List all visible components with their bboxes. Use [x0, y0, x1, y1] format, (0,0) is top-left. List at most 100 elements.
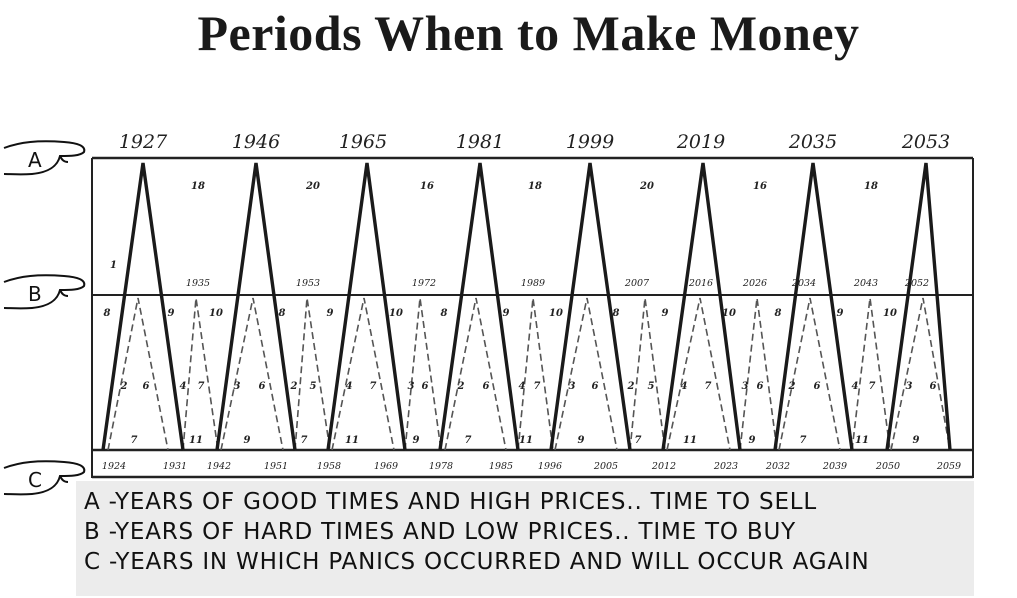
b-mid-numbers: 2 6 4 7 3 6 2 5 4 7 3 6 2 6 4 7 3 6 2 5 …: [120, 381, 937, 392]
b-year: 1935: [186, 278, 210, 289]
b-interval: 10: [549, 308, 563, 319]
b-sub-interval: 6: [757, 381, 764, 392]
b-sub-interval: 3: [234, 381, 241, 392]
svg-text:C: C: [28, 468, 42, 492]
peak-year: 2053: [901, 131, 950, 153]
c-year: 1985: [489, 461, 513, 472]
b-sub-interval: 3: [569, 381, 576, 392]
c-interval: 7: [635, 435, 642, 446]
b-sub-interval: 6: [930, 381, 937, 392]
b-sub-interval: 3: [742, 381, 749, 392]
c-year: 1996: [538, 461, 562, 472]
interval-label: 18: [528, 181, 542, 192]
b-interval: 9: [327, 308, 334, 319]
c-year: 1958: [317, 461, 341, 472]
peak-year: 1981: [456, 131, 504, 153]
peak-year: 1999: [566, 131, 614, 153]
c-year-labels: 1924 1931 1942 1951 1958 1969 1978 1985 …: [102, 461, 961, 472]
c-year: 2012: [651, 461, 676, 472]
c-year: 2005: [593, 461, 618, 472]
b-sub-interval: 7: [534, 381, 541, 392]
svg-text:A: A: [28, 148, 42, 172]
b-interval: 9: [837, 308, 844, 319]
b-year: 2052: [904, 278, 929, 289]
c-interval: 7: [131, 435, 138, 446]
peak-intervals: 18 20 16 18 20 16 18: [191, 181, 878, 192]
b-sub-interval: 7: [869, 381, 876, 392]
c-interval: 11: [345, 435, 359, 446]
c-interval: 7: [301, 435, 308, 446]
b-sub-interval: 6: [259, 381, 266, 392]
b-year: 2026: [742, 278, 767, 289]
b-sub-interval: 6: [143, 381, 150, 392]
b-sub-interval: 3: [408, 381, 415, 392]
b-sub-interval: 4: [681, 381, 688, 392]
c-interval: 9: [749, 435, 756, 446]
c-interval: 11: [519, 435, 533, 446]
b-sub-interval: 2: [788, 381, 796, 392]
b-sub-interval: 7: [705, 381, 712, 392]
b-year-labels: 1935 1953 1972 1989 2007 2016 2026 2034 …: [186, 278, 929, 289]
b-interval: 8: [279, 308, 286, 319]
chart-title: Periods When to Make Money: [197, 5, 860, 61]
b-sub-interval: 7: [198, 381, 205, 392]
b-year: 2043: [853, 278, 878, 289]
b-interval: 9: [662, 308, 669, 319]
legend: A -YEARS OF GOOD TIMES AND HIGH PRICES..…: [76, 481, 974, 596]
b-interval: 10: [389, 308, 403, 319]
legend-a: A -YEARS OF GOOD TIMES AND HIGH PRICES..…: [84, 489, 818, 515]
b-interval: 9: [503, 308, 510, 319]
interval-label: 16: [753, 181, 767, 192]
pointing-hand-b-icon: B: [3, 274, 86, 310]
c-year: 1931: [163, 461, 187, 472]
b-sub-interval: 2: [120, 381, 128, 392]
b-sub-interval: 6: [592, 381, 599, 392]
peak-year-labels: 1927 1946 1965 1981 1999 2019 2035 2053: [119, 131, 950, 153]
b-sub-interval: 4: [519, 381, 526, 392]
b-interval: 9: [168, 308, 175, 319]
b-sub-interval: 2: [457, 381, 465, 392]
b-interval: 8: [104, 308, 111, 319]
b-sub-interval: 4: [346, 381, 353, 392]
interval-label: 20: [639, 181, 654, 192]
c-year: 2059: [936, 461, 961, 472]
interval-label: 18: [191, 181, 205, 192]
b-interval: 8: [613, 308, 620, 319]
b-dashed-triangles: [107, 297, 951, 451]
b-interval: 8: [441, 308, 448, 319]
c-interval: 7: [800, 435, 807, 446]
c-interval: 7: [465, 435, 472, 446]
interval-label: 20: [305, 181, 320, 192]
c-year: 1978: [429, 461, 453, 472]
c-year: 2032: [765, 461, 790, 472]
b-year: 2007: [624, 278, 650, 289]
c-interval: 9: [578, 435, 585, 446]
b-sub-interval: 7: [370, 381, 377, 392]
c-year: 1942: [207, 461, 231, 472]
interval-label: 18: [864, 181, 878, 192]
margin-mark: 1: [110, 260, 117, 271]
a-solid-triangles: [101, 162, 952, 451]
b-interval: 10: [722, 308, 736, 319]
b-year: 1989: [521, 278, 545, 289]
c-year: 2050: [875, 461, 900, 472]
b-sub-interval: 3: [906, 381, 913, 392]
pointing-hand-a-icon: A: [3, 140, 86, 176]
b-top-numbers: 8 9 10 8 9 10 8 9 10 8 9 10 8 9 10: [104, 308, 897, 319]
c-interval: 9: [413, 435, 420, 446]
peak-year: 2035: [788, 131, 837, 153]
c-interval: 11: [189, 435, 203, 446]
peak-year: 1946: [232, 131, 280, 153]
pointing-hand-c-icon: C: [3, 460, 86, 496]
c-interval: 9: [913, 435, 920, 446]
c-year: 1969: [374, 461, 398, 472]
b-sub-interval: 5: [310, 381, 317, 392]
b-sub-interval: 2: [627, 381, 635, 392]
b-sub-interval: 6: [422, 381, 429, 392]
b-sub-interval: 6: [814, 381, 821, 392]
legend-b: B -YEARS OF HARD TIMES AND LOW PRICES.. …: [84, 519, 796, 545]
b-year: 1972: [412, 278, 436, 289]
b-interval: 8: [775, 308, 782, 319]
b-interval: 10: [209, 308, 223, 319]
peak-year: 1927: [119, 131, 168, 153]
